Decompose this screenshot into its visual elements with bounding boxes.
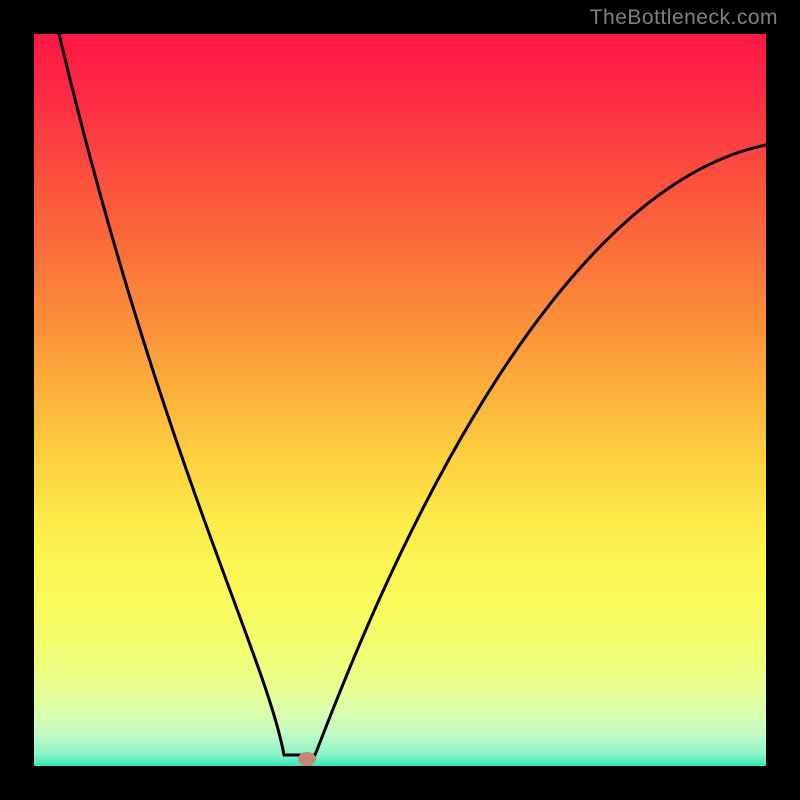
curve-layer xyxy=(0,0,800,800)
chart-container: TheBottleneck.com xyxy=(0,0,800,800)
bottleneck-curve xyxy=(59,34,766,755)
optimum-marker xyxy=(298,752,316,766)
watermark-text: TheBottleneck.com xyxy=(590,6,778,30)
watermark-label: TheBottleneck.com xyxy=(590,6,778,29)
